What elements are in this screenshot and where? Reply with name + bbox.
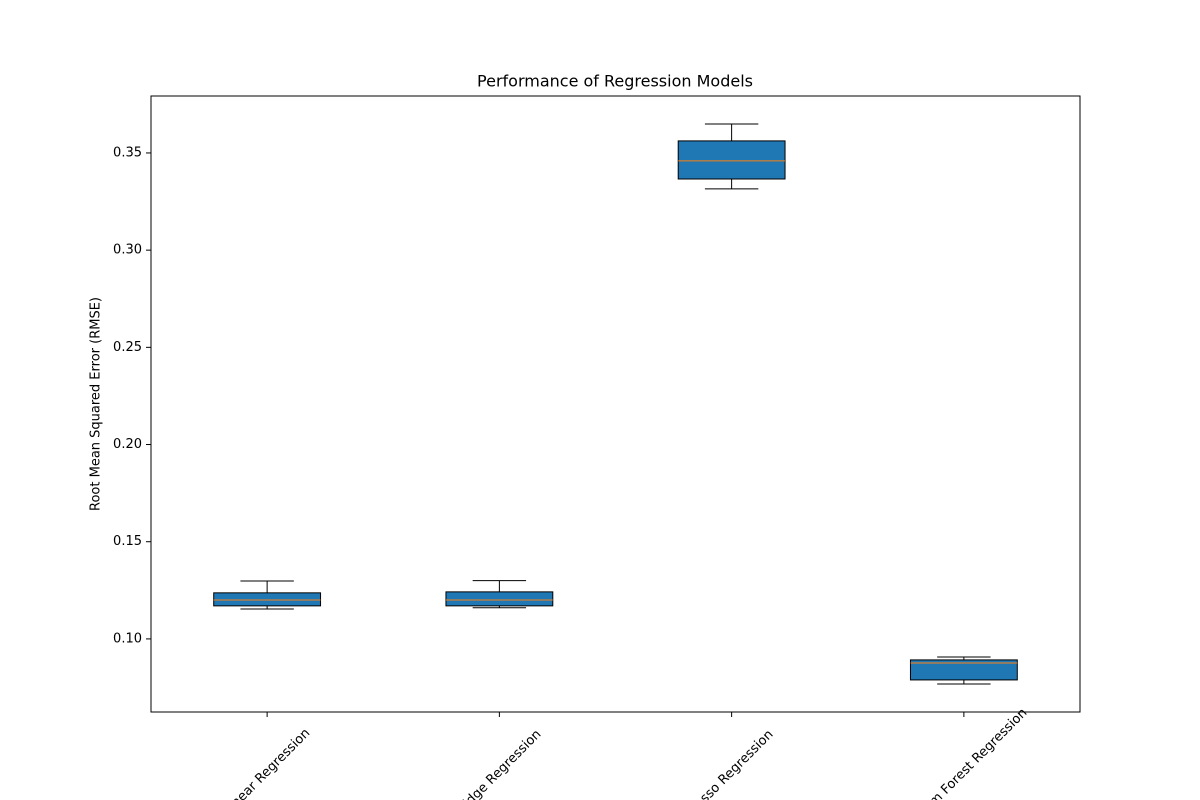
y-tick-label: 0.20 [113, 437, 142, 452]
y-tick-label: 0.35 [113, 145, 142, 160]
box [213, 592, 322, 607]
y-axis-label: Root Mean Squared Error (RMSE) [89, 297, 104, 511]
y-tick-label: 0.15 [113, 534, 142, 549]
x-tick-label: Linear Regression [221, 726, 313, 800]
box [909, 659, 1018, 681]
box [677, 140, 786, 180]
y-tick-label: 0.25 [113, 340, 142, 355]
y-tick-label: 0.30 [113, 243, 142, 258]
y-tick-label: 0.10 [113, 631, 142, 646]
x-tick-label: Lasso Regression [687, 727, 777, 800]
box [445, 591, 554, 607]
chart-title: Performance of Regression Models [477, 72, 753, 91]
x-tick-label: Ridge Regression [454, 727, 544, 800]
x-tick-label: Random Forest Regression [897, 705, 1030, 800]
plot-frame [150, 95, 1081, 713]
